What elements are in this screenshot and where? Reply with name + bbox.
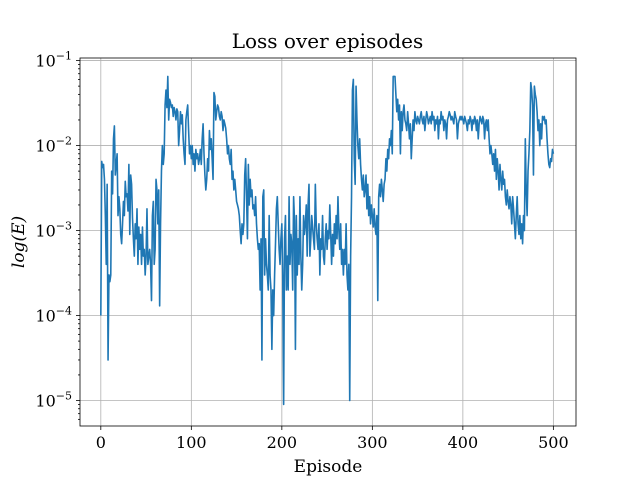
x-tick-label: 0	[96, 433, 106, 452]
x-tick-label: 500	[538, 433, 569, 452]
x-tick-label: 400	[448, 433, 479, 452]
y-tick-label: 10−4	[35, 305, 72, 326]
y-axis-label: log(E)	[9, 216, 29, 268]
x-axis: 0 100 200 300 400 500	[96, 426, 569, 452]
plot-frame	[79, 57, 577, 427]
x-tick-label: 100	[176, 433, 207, 452]
y-tick-label: 10−3	[35, 220, 72, 241]
x-axis-label: Episode	[294, 457, 363, 477]
chart-title: Loss over episodes	[232, 29, 424, 53]
y-axis: 10−5 10−4 10−3 10−2 10−1	[35, 50, 80, 420]
x-tick-label: 200	[267, 433, 298, 452]
x-tick-label: 300	[357, 433, 388, 452]
y-tick-label: 10−1	[35, 50, 72, 71]
series-line	[100, 75, 555, 406]
y-tick-label: 10−5	[35, 390, 72, 411]
y-tick-label: 10−2	[35, 135, 72, 156]
